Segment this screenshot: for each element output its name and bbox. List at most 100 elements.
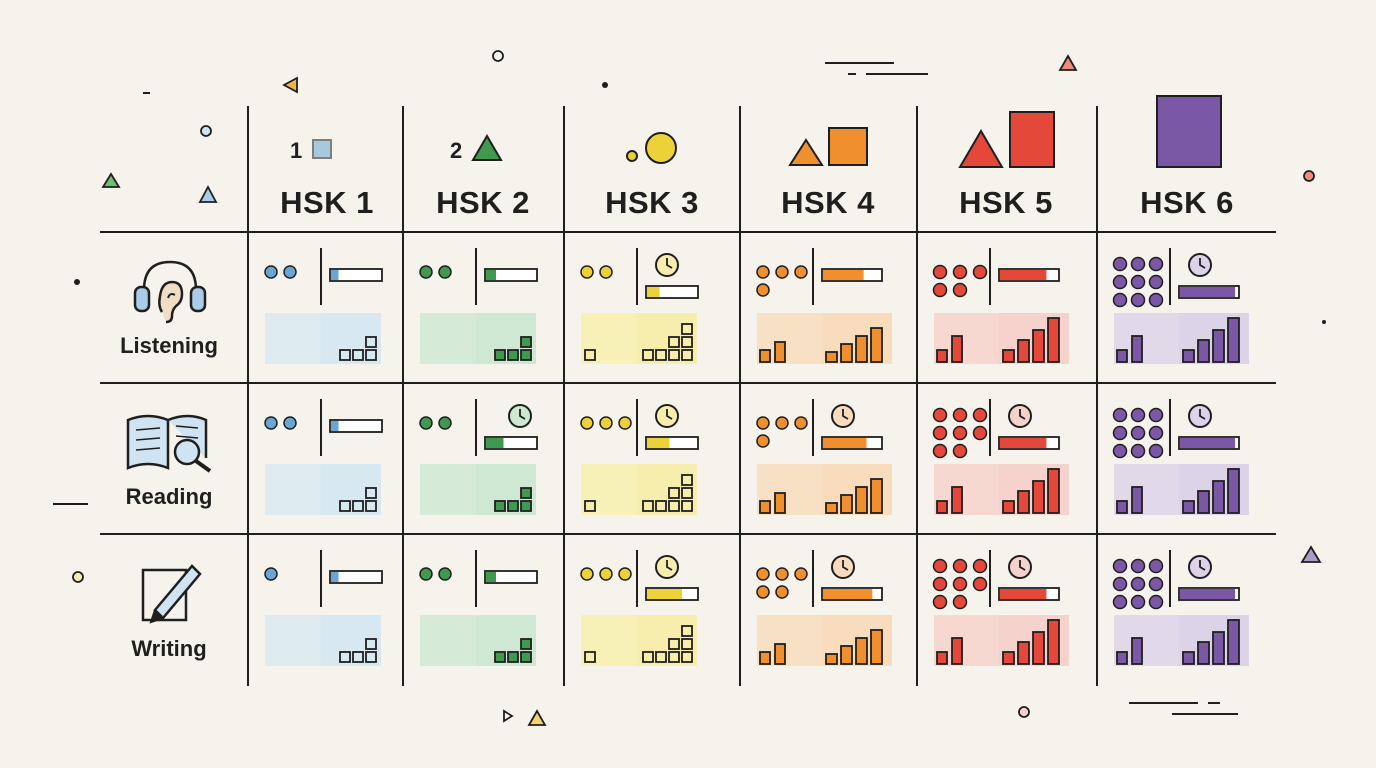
dot-icon bbox=[419, 416, 433, 430]
step-square bbox=[520, 349, 532, 361]
dot-icon bbox=[932, 425, 948, 441]
step-square bbox=[681, 638, 693, 650]
dot-icon bbox=[438, 567, 452, 581]
dot-icon bbox=[756, 434, 770, 448]
skill-cell bbox=[1112, 550, 1249, 666]
bar-mark bbox=[825, 502, 838, 514]
row-icons bbox=[126, 260, 212, 624]
dot-icon bbox=[756, 585, 770, 599]
dot-icon bbox=[932, 576, 948, 592]
dot-icon bbox=[932, 558, 948, 574]
step-square bbox=[681, 474, 693, 486]
dot-icon bbox=[756, 265, 770, 279]
paper-sheet bbox=[141, 568, 188, 622]
step-square bbox=[642, 500, 654, 512]
triangle-icon bbox=[527, 709, 547, 726]
step-square bbox=[642, 349, 654, 361]
bar-mark bbox=[1227, 317, 1240, 363]
dot-icon bbox=[1130, 407, 1146, 423]
triangle-icon bbox=[1058, 54, 1078, 71]
progress-bar-track bbox=[484, 570, 538, 584]
book-text-line bbox=[135, 447, 161, 451]
pencil-tip bbox=[149, 609, 164, 624]
bar-mark bbox=[855, 335, 868, 363]
clock-hands bbox=[1019, 409, 1026, 420]
skill-cell bbox=[932, 550, 1069, 666]
skill-cell bbox=[419, 248, 538, 364]
bar-mark bbox=[1002, 651, 1015, 665]
step-square bbox=[668, 487, 680, 499]
bar-mark bbox=[870, 327, 883, 363]
progress-bar-fill bbox=[1000, 589, 1047, 599]
bar-mark bbox=[1212, 329, 1225, 363]
decorative-shapes bbox=[53, 50, 1326, 726]
dot-icon bbox=[419, 567, 433, 581]
step-square bbox=[584, 349, 596, 361]
bar-mark bbox=[825, 351, 838, 363]
bar-mark bbox=[1182, 651, 1195, 665]
bar-mark bbox=[1212, 631, 1225, 665]
bar-mark bbox=[1131, 486, 1143, 514]
pencil-paper-icon bbox=[141, 564, 202, 624]
step-square bbox=[668, 638, 680, 650]
bar-mark bbox=[870, 629, 883, 665]
bar-mark bbox=[1017, 490, 1030, 514]
bar-mark bbox=[1227, 619, 1240, 665]
dot-icon bbox=[264, 567, 278, 581]
progress-bar-track bbox=[329, 570, 383, 584]
dot-icon bbox=[775, 567, 789, 581]
skill-cell bbox=[756, 550, 892, 666]
bar-mark bbox=[936, 349, 948, 363]
progress-bar-fill bbox=[647, 438, 670, 448]
row-label-writing: Writing bbox=[131, 636, 207, 661]
dot-icon bbox=[972, 425, 988, 441]
step-square bbox=[655, 651, 667, 663]
dot-icon bbox=[1112, 443, 1128, 459]
step-square bbox=[339, 349, 351, 361]
bar-mark bbox=[1047, 317, 1060, 363]
progress-bar-fill bbox=[1000, 270, 1047, 280]
column-header-hsk-4: HSK 4 bbox=[781, 185, 875, 220]
dot-icon bbox=[932, 282, 948, 298]
dot-icon bbox=[794, 265, 808, 279]
dot-icon bbox=[932, 264, 948, 280]
small-circle-icon bbox=[626, 150, 638, 162]
circle-icon bbox=[1303, 170, 1315, 182]
dot-icon bbox=[775, 265, 789, 279]
headband bbox=[142, 260, 198, 291]
step-square bbox=[520, 487, 532, 499]
dot-icon bbox=[932, 443, 948, 459]
bar-mark bbox=[1197, 339, 1210, 363]
bar-mark bbox=[774, 341, 786, 363]
book-text-line bbox=[135, 427, 161, 431]
skill-cell bbox=[580, 248, 699, 364]
skill-cell bbox=[932, 399, 1069, 515]
bar-mark bbox=[1017, 641, 1030, 665]
dot-icon bbox=[1112, 425, 1128, 441]
bar-mark bbox=[1032, 480, 1045, 514]
ear-detail bbox=[167, 293, 176, 299]
circle-icon bbox=[1018, 706, 1030, 718]
step-square bbox=[681, 336, 693, 348]
progress-bar-fill bbox=[331, 421, 339, 431]
progress-bar-fill bbox=[823, 589, 873, 599]
ear-cup-left bbox=[133, 285, 151, 313]
step-square bbox=[681, 500, 693, 512]
triangle-icon bbox=[101, 172, 121, 188]
skill-cell bbox=[264, 248, 383, 364]
dot-icon bbox=[1112, 274, 1128, 290]
bar-mark bbox=[936, 651, 948, 665]
step-square bbox=[681, 651, 693, 663]
bar-mark bbox=[1197, 641, 1210, 665]
step-square bbox=[584, 651, 596, 663]
bar-mark bbox=[1212, 480, 1225, 514]
bar-mark bbox=[1017, 339, 1030, 363]
grid-lines bbox=[100, 106, 1276, 686]
clock-hands bbox=[842, 409, 849, 420]
bar-mark bbox=[774, 492, 786, 514]
progress-bar-fill bbox=[1180, 589, 1236, 599]
dot-icon bbox=[952, 282, 968, 298]
step-square bbox=[507, 651, 519, 663]
clock-hands bbox=[1199, 409, 1206, 420]
bar-mark bbox=[1182, 349, 1195, 363]
